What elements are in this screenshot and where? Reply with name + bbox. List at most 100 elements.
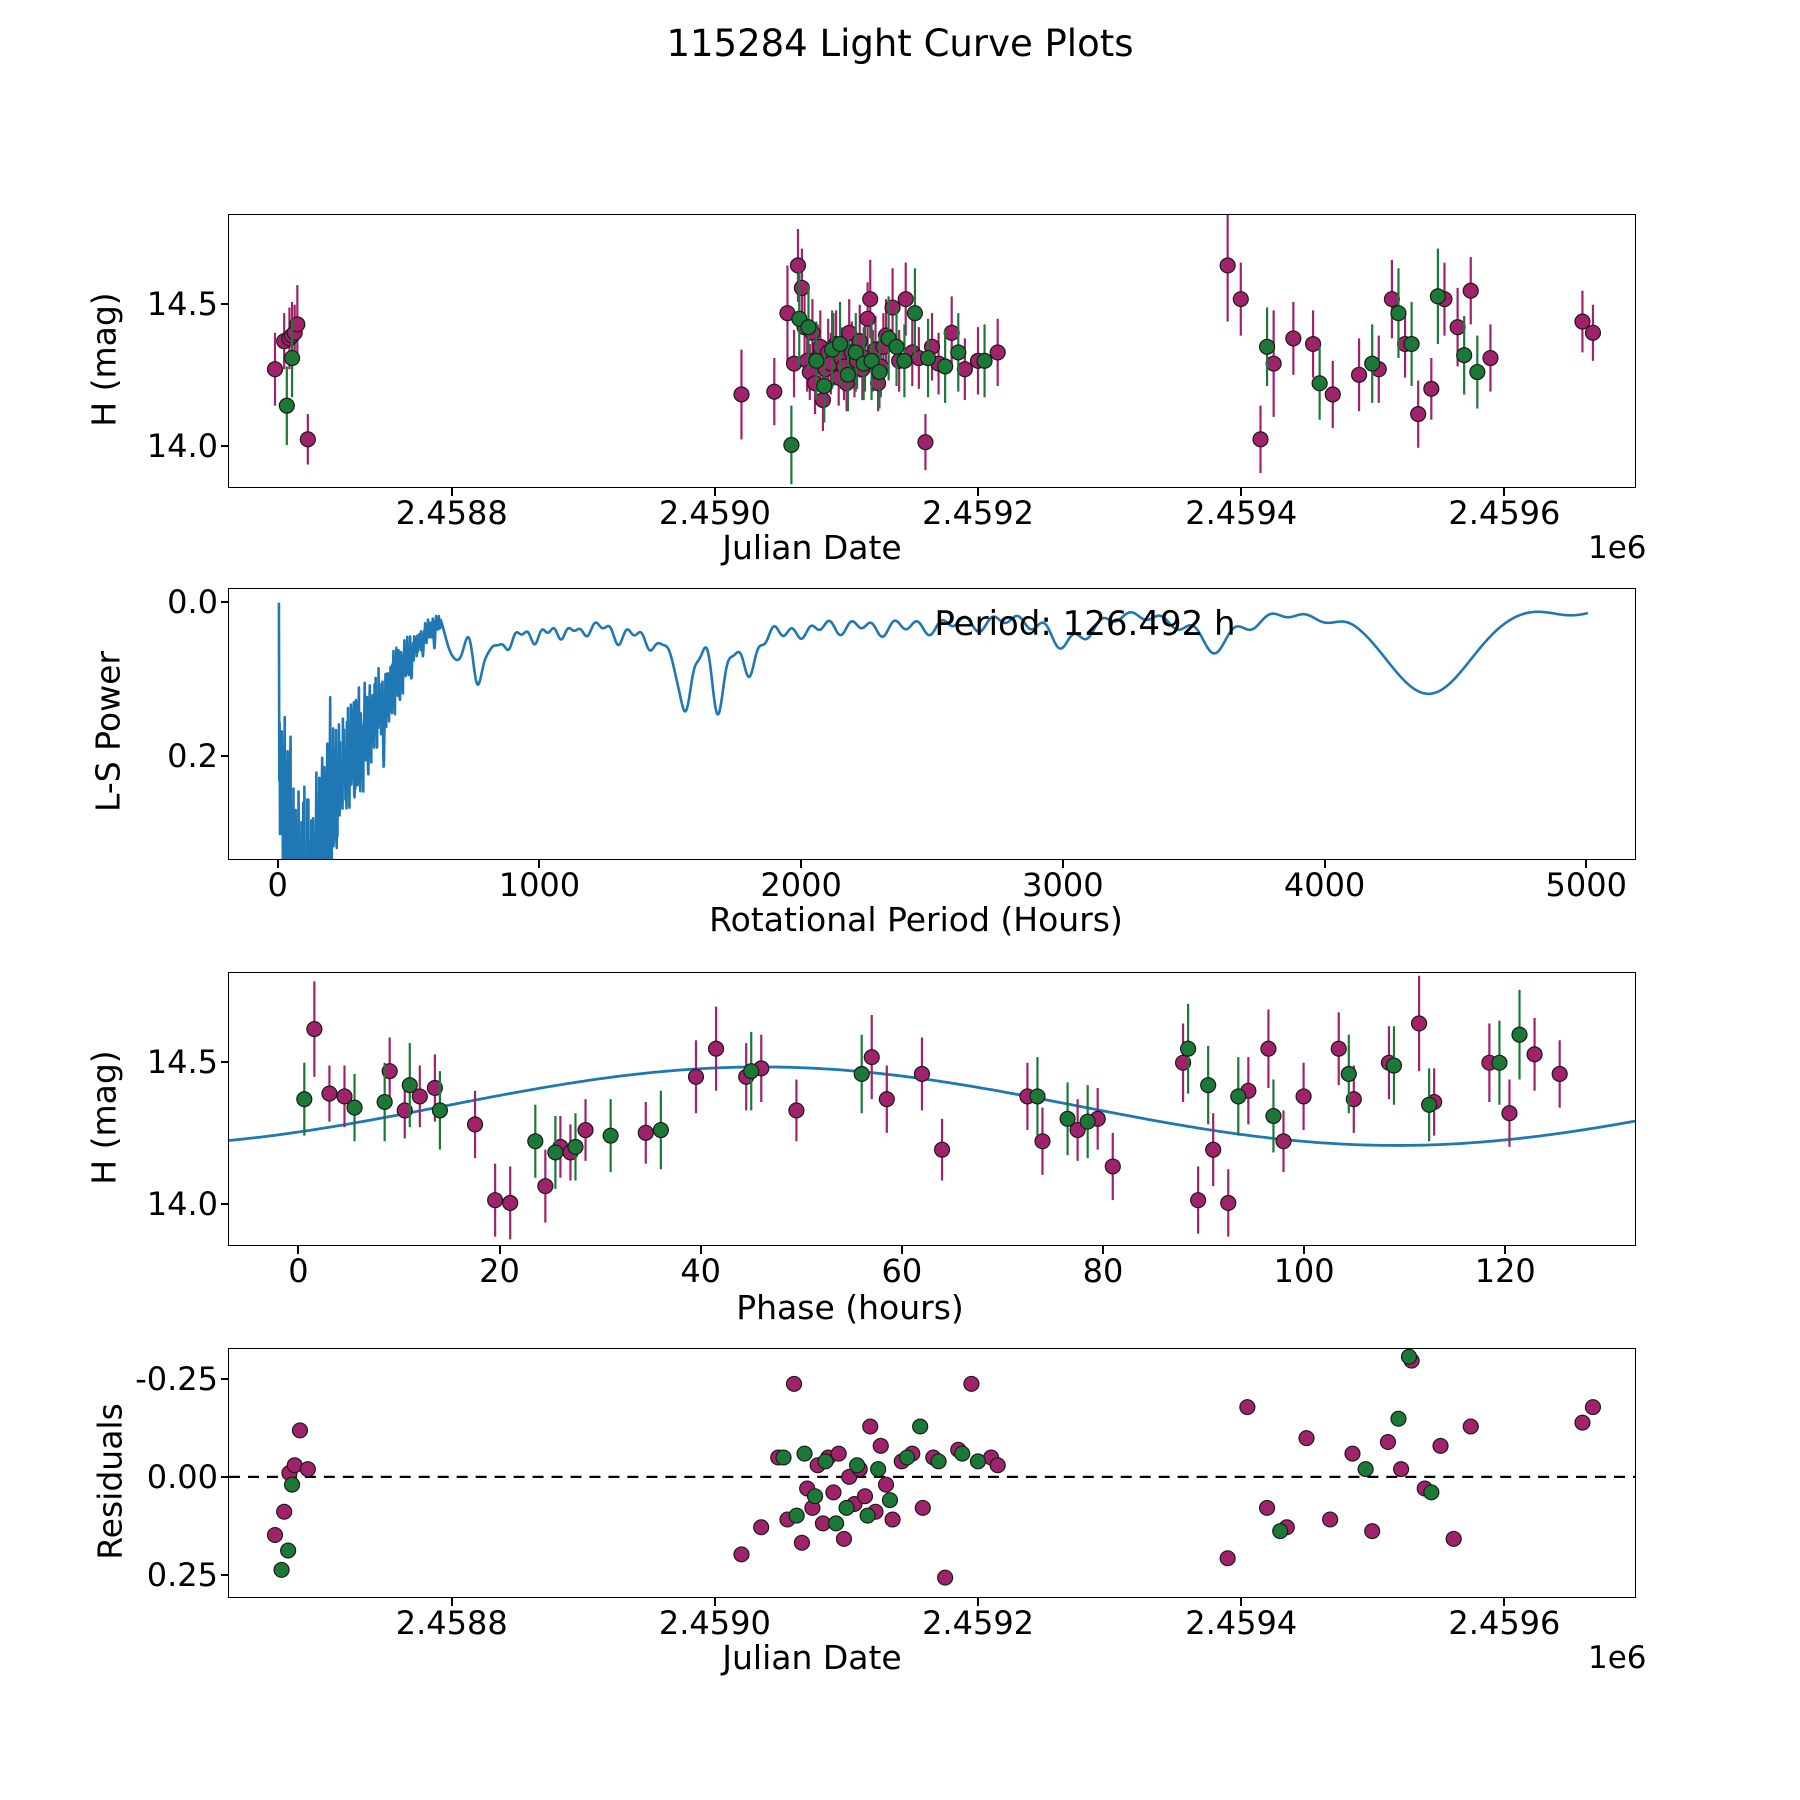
residual-point	[733, 1546, 750, 1563]
data-point	[637, 1124, 654, 1141]
residual-point	[1390, 1410, 1407, 1427]
residual-point	[1462, 1418, 1479, 1435]
residual-point	[1357, 1461, 1374, 1478]
phasefold-ytick: 14.0	[146, 1184, 218, 1223]
lightcurve-plot-area	[266, 215, 1602, 485]
data-point	[1403, 335, 1420, 353]
series-series_a	[266, 1352, 1602, 1586]
residual-point	[1445, 1530, 1462, 1547]
data-point	[289, 316, 306, 333]
residual-point	[753, 1519, 770, 1536]
residual-point	[1432, 1437, 1449, 1454]
tick-mark	[221, 1378, 229, 1381]
data-point	[396, 1102, 413, 1119]
lightcurve-xtick: 2.4596	[1448, 494, 1561, 532]
phasefold-xlabel: Phase (hours)	[736, 1288, 964, 1327]
periodogram-trace	[277, 602, 1589, 859]
data-point	[1219, 257, 1236, 274]
tick-mark	[1503, 488, 1506, 496]
residual-point	[291, 1422, 309, 1439]
phasefold-xtick: 80	[1082, 1252, 1124, 1290]
tick-mark	[276, 860, 279, 868]
data-point	[346, 1099, 363, 1116]
residual-point	[806, 1488, 824, 1505]
tick-mark	[1240, 488, 1243, 496]
panel-phasefold	[228, 972, 1636, 1246]
data-point	[1551, 1065, 1568, 1082]
residual-point	[1584, 1399, 1602, 1416]
residuals-plot-area	[229, 1349, 1635, 1586]
residual-point	[1344, 1445, 1361, 1462]
residual-point	[1423, 1484, 1440, 1501]
residual-point	[276, 1503, 293, 1520]
phasefold-xtick: 20	[479, 1252, 520, 1290]
data-point	[1482, 349, 1499, 367]
tick-mark	[1101, 1246, 1104, 1254]
periodogram-ytick: 0.0	[167, 582, 218, 621]
periodogram-plot-area	[277, 602, 1589, 859]
residuals-xtick: 2.4592	[922, 1604, 1035, 1642]
periodogram-xtick: 2000	[760, 866, 842, 904]
data-point	[1364, 355, 1381, 372]
sinusoid-model-fit	[229, 1065, 1635, 1147]
tick-mark	[1303, 1246, 1306, 1254]
residual-point	[989, 1457, 1006, 1474]
residual-point	[1239, 1399, 1256, 1416]
data-point	[933, 1141, 951, 1158]
residual-point	[859, 1507, 876, 1524]
data-point	[1501, 1105, 1518, 1122]
data-point	[943, 324, 960, 341]
residual-point	[827, 1515, 845, 1532]
tick-mark	[900, 1246, 903, 1254]
data-point	[707, 1040, 725, 1057]
residual-point	[1574, 1414, 1591, 1431]
data-point	[863, 1049, 880, 1066]
panel-periodogram	[228, 588, 1636, 860]
data-point	[766, 383, 783, 400]
data-point	[411, 1088, 428, 1105]
data-point	[1190, 1192, 1207, 1209]
data-point	[1340, 1065, 1357, 1082]
data-point	[1174, 1054, 1192, 1071]
phasefold-ytick: 14.5	[146, 1043, 218, 1082]
data-point	[296, 1091, 313, 1108]
residual-point	[898, 1449, 916, 1466]
tick-mark	[221, 1202, 229, 1205]
periodogram-xtick: 4000	[1283, 866, 1366, 904]
data-point	[283, 349, 301, 367]
data-point	[687, 1068, 705, 1085]
residual-point	[788, 1507, 805, 1524]
residual-point	[963, 1375, 980, 1392]
data-point	[808, 352, 825, 369]
periodogram-period-annotation: Period: 126.492 h	[934, 604, 1236, 644]
data-point	[431, 1102, 448, 1119]
data-point	[1295, 1088, 1312, 1105]
periodogram-xlabel: Rotational Period (Hours)	[709, 900, 1123, 939]
residual-point	[793, 1534, 811, 1551]
data-point	[602, 1127, 619, 1144]
tick-mark	[699, 1246, 702, 1254]
data-point	[1584, 324, 1602, 341]
data-point	[1429, 288, 1446, 305]
data-point	[1034, 1133, 1051, 1150]
data-point	[577, 1121, 594, 1139]
data-point	[1205, 1141, 1222, 1158]
phasefold-axes	[228, 972, 1636, 1246]
residual-point	[817, 1453, 834, 1470]
periodogram-ytick: 0.2	[167, 736, 218, 775]
tick-mark	[221, 1475, 229, 1478]
residuals-offset-text: 1e6	[1588, 1640, 1647, 1676]
residual-point	[1298, 1430, 1315, 1447]
data-point	[976, 352, 993, 369]
data-point	[1285, 330, 1302, 347]
data-point	[1265, 1107, 1282, 1125]
data-point	[1029, 1088, 1046, 1105]
residual-point	[1393, 1461, 1410, 1478]
residual-point	[877, 1476, 895, 1493]
data-point	[1350, 366, 1368, 383]
data-point	[426, 1079, 443, 1097]
data-point	[989, 344, 1006, 361]
data-point	[278, 397, 295, 414]
residual-point	[796, 1445, 813, 1462]
